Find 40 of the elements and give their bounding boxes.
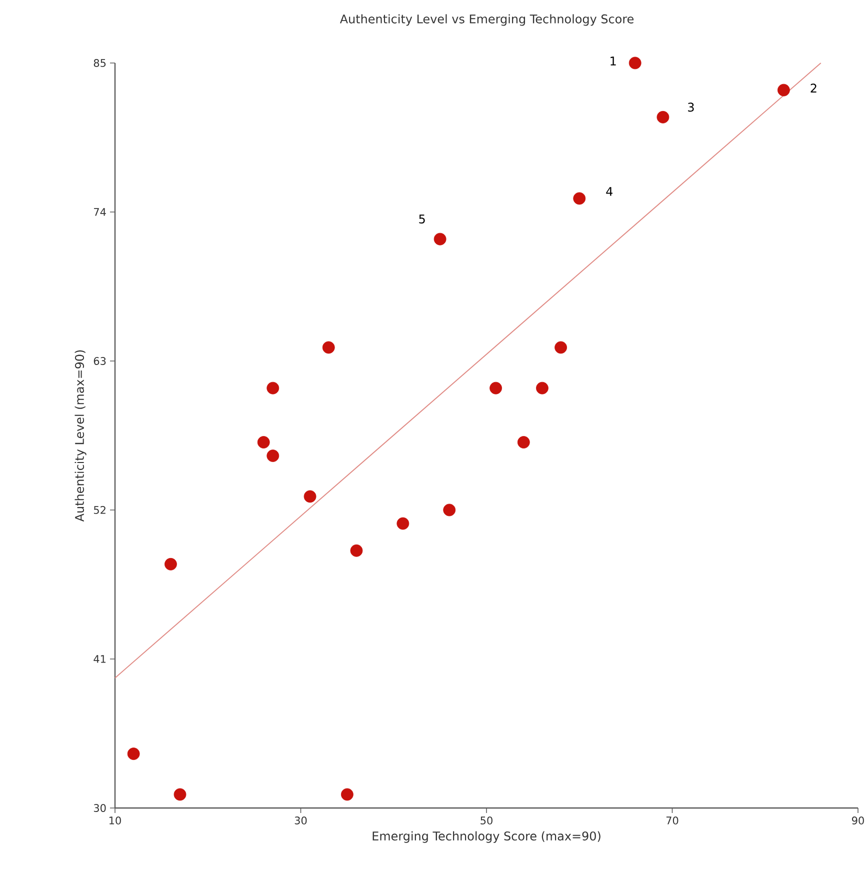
point	[304, 490, 316, 503]
annotation: 2	[810, 84, 816, 93]
chart-title: Authenticity Level vs Emerging Technology Score	[340, 14, 634, 26]
y-tick-label: 63	[94, 357, 106, 365]
annotation: 5	[419, 214, 425, 224]
point	[340, 788, 354, 801]
point	[536, 382, 548, 394]
point	[257, 436, 270, 448]
y-tick-label: 74	[94, 208, 106, 216]
point	[266, 382, 280, 394]
y-tick-label: 41	[94, 655, 106, 663]
x-tick-label: 30	[294, 816, 307, 824]
point	[777, 84, 790, 96]
x-tick-label: 10	[109, 816, 121, 824]
point	[490, 382, 502, 394]
point	[554, 341, 567, 354]
y-axis-title: Authenticity Level (max=90)	[74, 350, 86, 522]
point	[573, 192, 586, 205]
point	[127, 748, 140, 760]
point	[434, 232, 446, 246]
x-tick-label: 50	[480, 816, 492, 824]
x-axis-title: Emerging Technology Score (max=90)	[372, 831, 600, 843]
point	[322, 341, 335, 354]
point	[164, 558, 177, 570]
point	[517, 436, 530, 448]
point	[174, 788, 186, 801]
x-tick-label: 90	[852, 816, 864, 824]
y-tick-label: 52	[94, 506, 106, 514]
point	[443, 504, 456, 516]
point	[350, 544, 363, 557]
point	[266, 450, 280, 462]
y-tick-label: 30	[94, 804, 106, 812]
y-tick-label: 85	[94, 59, 106, 67]
point	[628, 56, 642, 70]
x-tick-label: 70	[666, 816, 678, 824]
point	[656, 110, 670, 124]
point	[396, 517, 410, 530]
annotation: 4	[606, 187, 613, 196]
annotation: 3	[688, 102, 694, 112]
annotation: 1	[610, 56, 616, 66]
